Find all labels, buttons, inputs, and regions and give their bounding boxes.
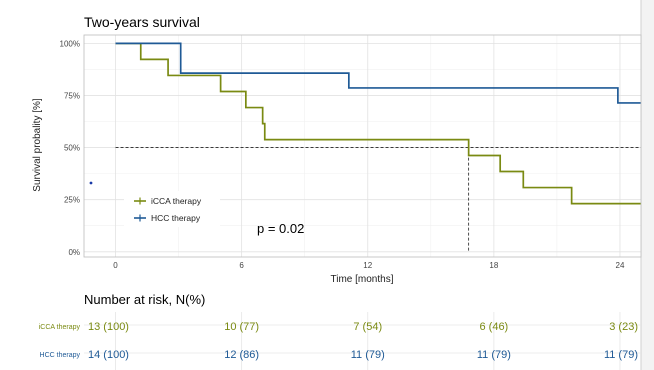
x-tick-label: 6 [239, 261, 244, 270]
legend-label-hcc: HCC therapy [151, 213, 201, 223]
risk-cell: 3 (23) [609, 321, 638, 333]
legend-item-icca: iCCA therapy [134, 196, 202, 206]
stray-point [89, 181, 93, 185]
risk-cell: 13 (100) [88, 321, 129, 333]
risk-cell: 11 (79) [351, 349, 385, 361]
chart-title: Two-years survival [84, 14, 200, 30]
legend-label-icca: iCCA therapy [151, 196, 202, 206]
x-tick-label: 24 [616, 261, 625, 270]
y-tick-label: 100% [60, 39, 80, 48]
y-tick-label: 75% [64, 91, 80, 100]
plot-border [83, 34, 642, 258]
y-axis-label: Survival probality [%] [32, 98, 43, 192]
survival-curve-icca-therapy [115, 42, 641, 205]
risk-cell: 14 (100) [88, 349, 129, 361]
survival-curve-hcc-therapy [115, 42, 641, 104]
x-tick-label: 18 [489, 261, 498, 270]
risk-cell: 11 (79) [604, 349, 638, 361]
risk-cell: 6 (46) [479, 321, 508, 333]
median-reference-lines [115, 147, 641, 252]
plot-panel: 0% 25% 50% 75% 100% 0 6 12 18 24 [60, 34, 642, 270]
legend: iCCA therapy HCC therapy [124, 191, 220, 227]
x-tick-label: 12 [363, 261, 372, 270]
x-tick-label: 0 [113, 261, 118, 270]
y-tick-label: 25% [64, 196, 80, 205]
y-tick-label: 0% [68, 248, 80, 257]
scroll-strip [641, 0, 654, 370]
risk-cell: 7 (54) [353, 321, 382, 333]
risk-table-title: Number at risk, N(%) [84, 292, 205, 307]
risk-table: iCCA therapy 13 (100) 10 (77) 7 (54) 6 (46) 3… [39, 312, 641, 370]
legend-item-hcc: HCC therapy [134, 213, 201, 223]
survival-curves [115, 42, 641, 205]
p-value-annotation: p = 0.02 [257, 221, 304, 236]
risk-cell: 11 (79) [477, 349, 511, 361]
y-tick-labels: 0% 25% 50% 75% 100% [60, 39, 80, 256]
risk-cell: 10 (77) [224, 321, 259, 333]
x-tick-labels: 0 6 12 18 24 [113, 261, 625, 270]
minor-gridlines [84, 35, 641, 257]
risk-cell: 12 (86) [224, 349, 259, 361]
x-axis-label: Time [months] [331, 274, 394, 285]
risk-row-label: HCC therapy [40, 352, 81, 359]
risk-row-label: iCCA therapy [39, 324, 81, 331]
y-tick-label: 50% [64, 144, 80, 153]
